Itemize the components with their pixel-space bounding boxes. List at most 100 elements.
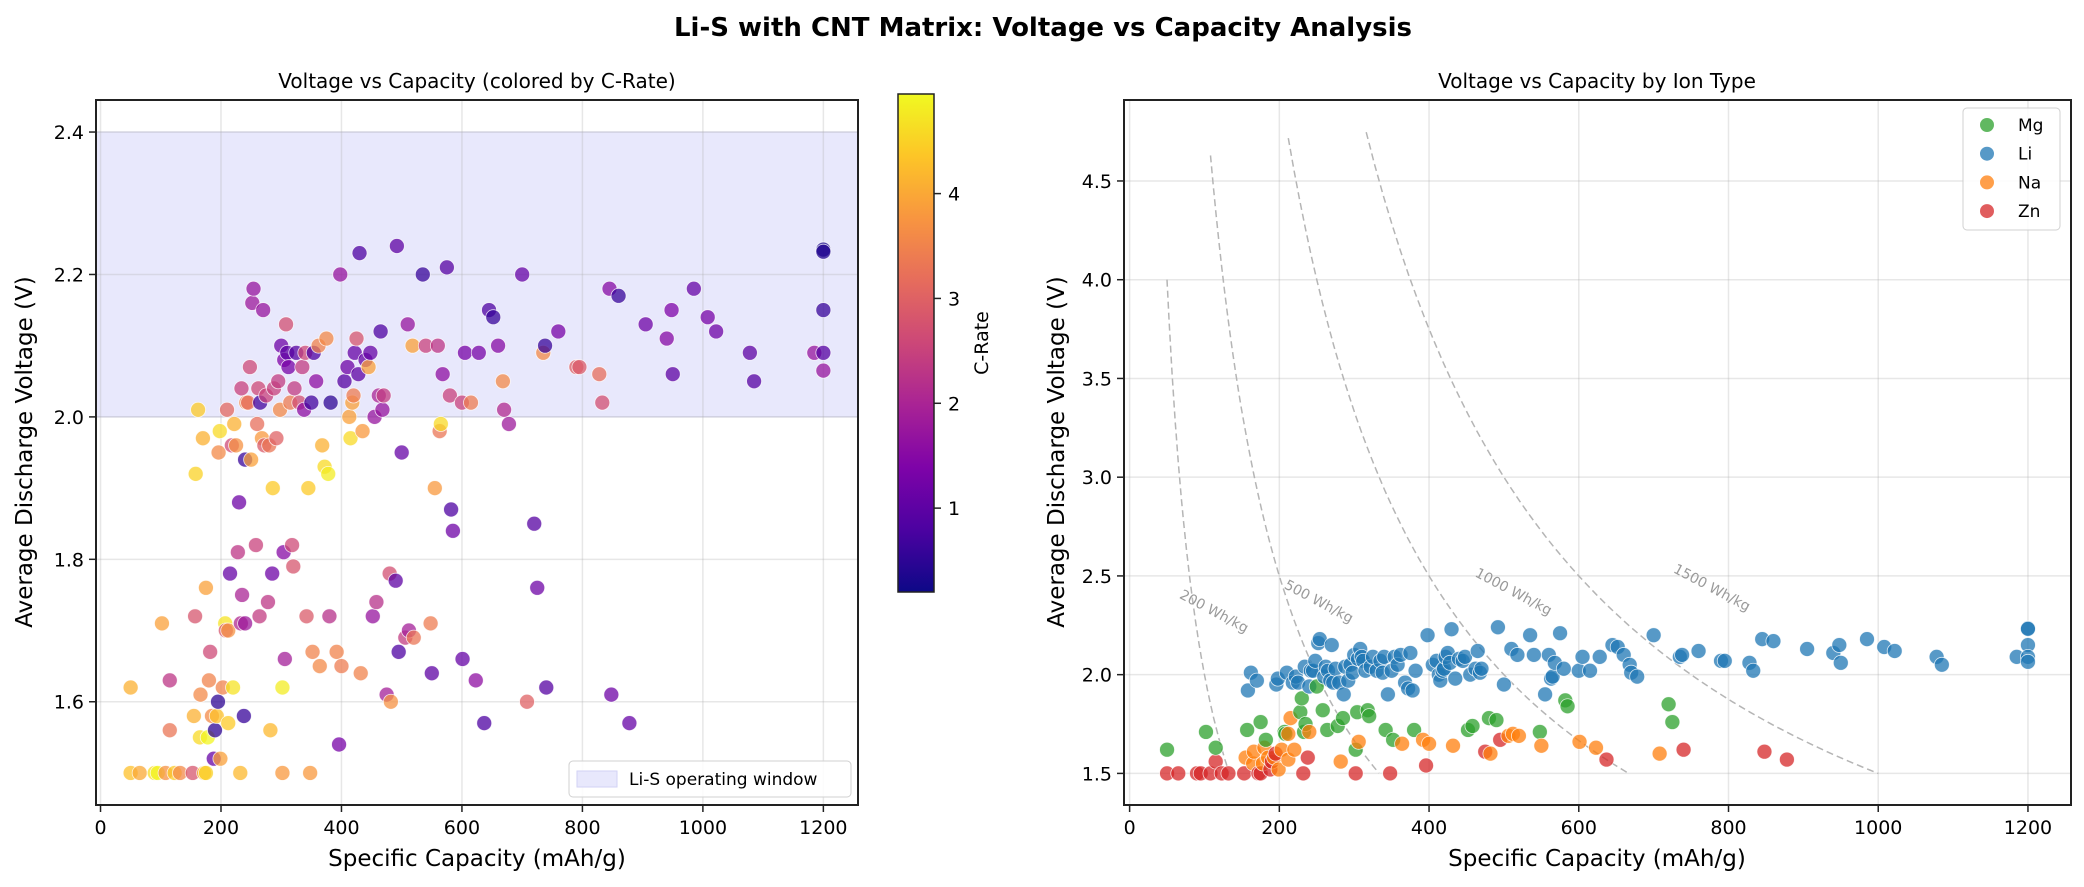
c-rate-point [210,444,227,461]
left-grid [96,100,858,805]
c-rate-point [550,323,567,340]
c-rate-point [202,643,219,660]
ion-point-li [1496,676,1512,693]
left-x-ticks: 0 200 400 600 800 1000 1200 [94,805,848,839]
c-rate-point [229,544,246,561]
ion-point-li [1629,668,1646,685]
c-rate-point [815,243,832,260]
ion-point-mg [1257,731,1274,748]
c-rate-point [274,765,291,781]
y-tick-label: 2.0 [54,407,84,429]
ion-point-li [1690,643,1707,659]
c-rate-point [529,579,546,596]
ion-point-li [1582,662,1598,679]
ion-point-mg [1559,698,1576,715]
ion-point-zn [1418,757,1434,774]
legend-label-mg: Mg [2018,116,2043,136]
ion-point-li [1832,654,1849,671]
x-tick-label: 800 [564,817,600,839]
c-rate-point [161,722,178,739]
ion-point-li [1490,619,1506,636]
x-tick-label: 600 [444,817,480,839]
c-rate-point [245,280,262,297]
c-rate-point [372,323,389,340]
ion-point-li [1239,682,1256,699]
c-rate-point [226,416,243,432]
c-rate-point [222,565,238,582]
c-rate-point [390,643,407,660]
c-rate-point [264,565,281,582]
c-rate-point [260,594,276,610]
x-tick-label: 0 [1124,817,1136,839]
ion-point-li [1933,656,1950,673]
c-rate-point [746,373,762,390]
y-tick-label: 4.5 [1082,171,1112,193]
c-rate-point [621,715,638,732]
legend-marker-zn [1980,204,1994,219]
ion-point-li [1645,627,1662,644]
ion-point-mg [1335,710,1351,727]
c-rate-point [345,387,362,404]
ion-point-li [1473,660,1490,677]
c-rate-point [304,643,321,660]
ion-point-li [1407,662,1424,679]
left-panel-title: Voltage vs Capacity (colored by C-Rate) [278,69,675,93]
x-tick-label: 0 [94,817,106,839]
ion-point-li [1404,682,1421,699]
energy-curve-500 [1209,155,1380,774]
c-rate-point [270,373,287,390]
ion-point-na [1533,737,1550,754]
ion-point-li [1402,645,1419,661]
c-rate-point [198,765,214,781]
c-rate-point [434,366,451,383]
ion-point-zn [1170,765,1187,782]
c-rate-point [219,401,235,418]
c-rate-point [426,480,443,497]
c-rate-point [454,651,471,667]
c-rate-point [443,501,459,518]
colorbar-ticks: 1 2 3 4 [934,184,960,520]
c-rate-point [404,337,421,354]
colorbar-tick-label: 2 [948,393,960,415]
ion-point-zn [1299,749,1316,766]
c-rate-point [422,615,439,632]
y-tick-label: 1.6 [54,692,84,714]
c-rate-point [302,765,319,781]
energy-curve-1500 [1365,132,1879,775]
legend-marker-mg [1980,118,1994,132]
legend-swatch-operating-window [576,770,618,788]
ion-point-na [1421,735,1437,752]
ion-point-li [1859,631,1875,648]
c-rate-point [495,373,511,390]
c-rate-point [538,679,555,696]
ion-point-na [1588,739,1604,756]
ion-point-li [1248,672,1265,689]
c-rate-point [232,765,249,781]
ion-point-na [1510,727,1527,744]
left-y-axis-label: Average Discharge Voltage (V) [12,276,38,628]
ion-point-mg [1198,724,1214,740]
c-rate-point [234,587,250,603]
legend-label-zn: Zn [2018,202,2040,222]
ion-point-mg [1664,714,1681,730]
c-rate-point [405,629,422,646]
ion-point-li [1469,643,1486,659]
c-rate-point [308,373,325,390]
c-rate-point [322,394,339,411]
c-rate-point [485,309,502,326]
x-tick-label: 800 [1710,817,1746,839]
x-tick-label: 400 [323,817,359,839]
legend-label-operating-window: Li-S operating window [629,770,818,790]
c-rate-point [519,693,535,710]
legend-marker-na [1980,175,1994,190]
c-rate-point [341,408,358,425]
ion-point-li [2020,653,2036,670]
c-rate-point [741,344,758,361]
c-rate-point [280,359,297,375]
right-axes-frame [1123,99,2072,806]
ion-point-li [1509,647,1526,663]
c-rate-point [185,708,202,724]
ion-point-li [1379,686,1396,703]
c-rate-point [243,451,260,468]
ion-point-mg [1314,702,1331,719]
